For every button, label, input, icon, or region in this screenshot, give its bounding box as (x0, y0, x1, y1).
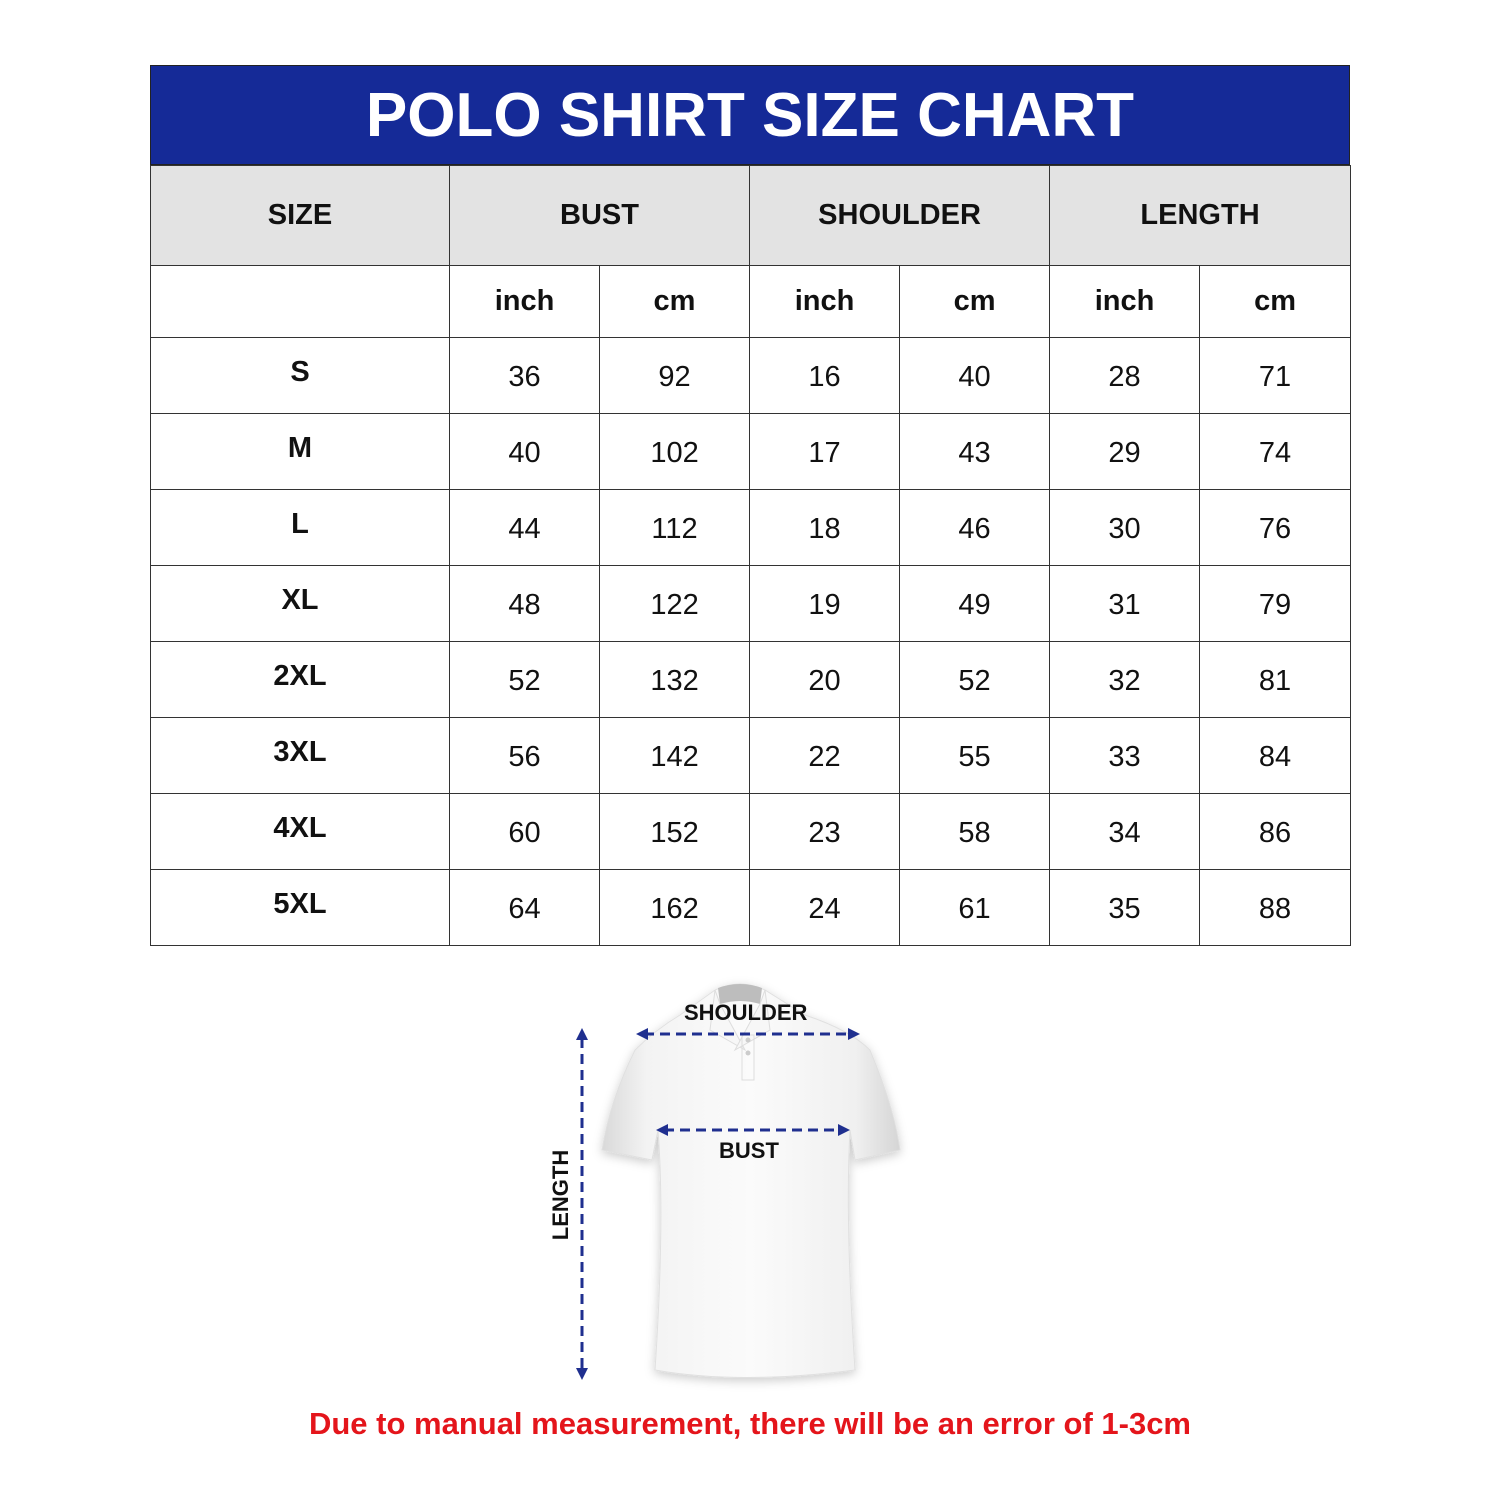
value-cell: 64 (449, 869, 600, 946)
unit-header: inch (449, 265, 600, 338)
value-cell: 29 (1049, 413, 1201, 490)
table-row: 4XL 60 152 23 58 34 86 (150, 793, 1352, 870)
value-cell: 44 (449, 489, 600, 566)
value-cell: 142 (598, 717, 751, 794)
size-cell: 2XL (150, 641, 450, 718)
value-cell: 52 (449, 641, 600, 718)
value-cell: 28 (1049, 337, 1201, 414)
value-cell: 102 (598, 413, 751, 490)
table-row: M 40 102 17 43 29 74 (150, 413, 1352, 490)
value-cell: 35 (1049, 869, 1201, 946)
value-cell: 86 (1199, 793, 1352, 870)
value-cell: 23 (749, 793, 901, 870)
value-cell: 46 (899, 489, 1051, 566)
value-cell: 30 (1049, 489, 1201, 566)
polo-shirt-icon (576, 983, 901, 1380)
header-shoulder: SHOULDER (749, 165, 1051, 266)
value-cell: 162 (598, 869, 751, 946)
value-cell: 34 (1049, 793, 1201, 870)
measurement-note: Due to manual measurement, there will be… (308, 1406, 1192, 1441)
value-cell: 71 (1199, 337, 1352, 414)
value-cell: 40 (899, 337, 1051, 414)
size-cell: 5XL (150, 869, 450, 946)
value-cell: 81 (1199, 641, 1352, 718)
header-bust: BUST (448, 165, 751, 266)
value-cell: 79 (1199, 565, 1352, 642)
value-cell: 52 (899, 641, 1051, 718)
size-cell: L (150, 489, 450, 566)
value-cell: 40 (449, 413, 600, 490)
value-cell: 152 (598, 793, 751, 870)
size-cell: 3XL (150, 717, 450, 794)
value-cell: 19 (749, 565, 901, 642)
size-cell: S (150, 337, 450, 414)
value-cell: 60 (449, 793, 600, 870)
value-cell: 17 (749, 413, 901, 490)
value-cell: 24 (749, 869, 901, 946)
value-cell: 55 (899, 717, 1051, 794)
unit-empty (150, 265, 450, 338)
value-cell: 84 (1199, 717, 1352, 794)
value-cell: 16 (749, 337, 901, 414)
chart-title: POLO SHIRT SIZE CHART (150, 65, 1350, 165)
unit-header: inch (749, 265, 901, 338)
size-cell: 4XL (150, 793, 450, 870)
length-label: LENGTH (548, 1149, 574, 1241)
value-cell: 22 (749, 717, 901, 794)
value-cell: 32 (1049, 641, 1201, 718)
header-size: SIZE (150, 165, 450, 266)
unit-header: cm (1199, 265, 1352, 338)
value-cell: 48 (449, 565, 600, 642)
size-cell: XL (150, 565, 450, 642)
value-cell: 36 (449, 337, 600, 414)
unit-header: cm (598, 265, 751, 338)
table-row: 3XL 56 142 22 55 33 84 (150, 717, 1352, 794)
value-cell: 122 (598, 565, 751, 642)
size-table: SIZE BUST SHOULDER LENGTH inch cm inch c… (150, 165, 1352, 946)
shirt-diagram: SHOULDER BUST LENGTH (540, 960, 940, 1400)
value-cell: 56 (449, 717, 600, 794)
table-row: XL 48 122 19 49 31 79 (150, 565, 1352, 642)
value-cell: 31 (1049, 565, 1201, 642)
value-cell: 92 (598, 337, 751, 414)
value-cell: 18 (749, 489, 901, 566)
value-cell: 33 (1049, 717, 1201, 794)
value-cell: 43 (899, 413, 1051, 490)
table-row: L 44 112 18 46 30 76 (150, 489, 1352, 566)
value-cell: 20 (749, 641, 901, 718)
value-cell: 49 (899, 565, 1051, 642)
table-row: 5XL 64 162 24 61 35 88 (150, 869, 1352, 946)
value-cell: 112 (598, 489, 751, 566)
value-cell: 58 (899, 793, 1051, 870)
bust-label: BUST (719, 1138, 779, 1163)
header-length: LENGTH (1049, 165, 1352, 266)
table-row: 2XL 52 132 20 52 32 81 (150, 641, 1352, 718)
value-cell: 132 (598, 641, 751, 718)
unit-header: inch (1049, 265, 1201, 338)
value-cell: 74 (1199, 413, 1352, 490)
value-cell: 61 (899, 869, 1051, 946)
shoulder-label: SHOULDER (684, 1000, 808, 1025)
size-cell: M (150, 413, 450, 490)
value-cell: 76 (1199, 489, 1352, 566)
unit-header: cm (899, 265, 1051, 338)
table-row: S 36 92 16 40 28 71 (150, 337, 1352, 414)
value-cell: 88 (1199, 869, 1352, 946)
